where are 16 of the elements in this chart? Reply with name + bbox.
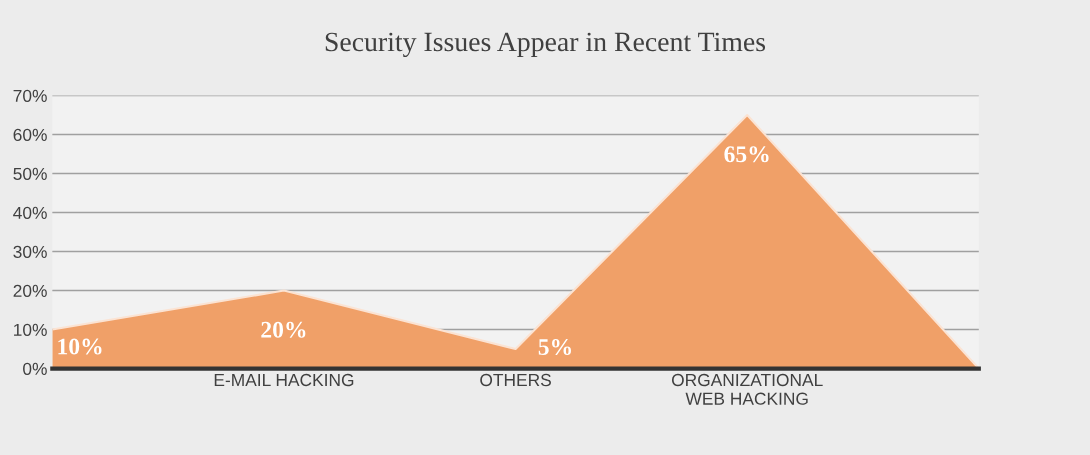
y-tick-label: 50%	[13, 167, 47, 181]
x-tick-label: OTHERS	[480, 373, 551, 387]
y-tick-label: 30%	[13, 245, 47, 259]
y-tick-label: 40%	[13, 206, 47, 220]
data-label: 10%	[58, 338, 102, 355]
data-label: 20%	[261, 321, 306, 338]
y-tick-label: 10%	[14, 323, 47, 337]
y-tick-label: 0%	[23, 362, 47, 376]
data-label: 5%	[538, 339, 571, 356]
x-tick-label: E-MAIL HACKING	[214, 373, 354, 387]
data-label: 65%	[724, 146, 769, 163]
y-tick-label: 20%	[13, 284, 47, 298]
y-tick-label: 60%	[13, 128, 47, 142]
x-tick-label: ORGANIZATIONAL WEB HACKING	[671, 373, 823, 405]
y-tick-label: 70%	[13, 89, 47, 103]
chart-title: Security Issues Appear in Recent Times	[325, 32, 766, 58]
